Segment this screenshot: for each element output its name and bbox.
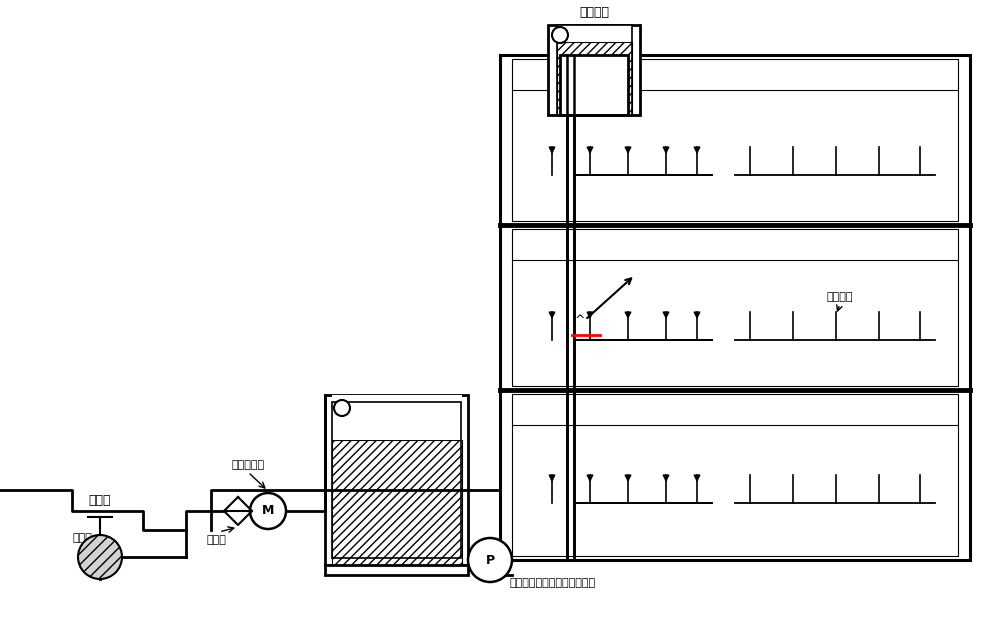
Text: M: M — [261, 505, 274, 517]
Bar — [325, 395, 468, 565]
Text: P: P — [485, 553, 495, 567]
Text: 高架水槽: 高架水槽 — [579, 6, 609, 19]
Bar — [332, 395, 462, 440]
Bar — [512, 394, 958, 557]
Circle shape — [552, 27, 568, 43]
Text: 止水栓: 止水栓 — [206, 535, 226, 545]
Bar — [557, 25, 632, 42]
Bar — [332, 402, 461, 558]
Text: ^: ^ — [575, 314, 585, 326]
Bar — [557, 42, 632, 115]
Bar — [548, 25, 640, 115]
Bar — [557, 25, 632, 115]
Bar — [332, 440, 462, 565]
Circle shape — [78, 535, 122, 579]
Bar — [512, 228, 958, 386]
Text: 増圧給水装置（ブースター）: 増圧給水装置（ブースター） — [510, 578, 596, 588]
Text: 水道メータ: 水道メータ — [232, 460, 264, 470]
Bar — [560, 55, 628, 115]
Circle shape — [250, 493, 286, 529]
Bar — [500, 55, 970, 560]
Text: 配水管: 配水管 — [72, 533, 92, 543]
Bar — [325, 565, 468, 575]
Circle shape — [468, 538, 512, 582]
Circle shape — [334, 400, 350, 416]
Text: 給水栓等: 給水栓等 — [827, 292, 853, 302]
Text: 道　路: 道 路 — [89, 493, 111, 507]
Bar — [512, 59, 958, 221]
Polygon shape — [224, 497, 252, 525]
